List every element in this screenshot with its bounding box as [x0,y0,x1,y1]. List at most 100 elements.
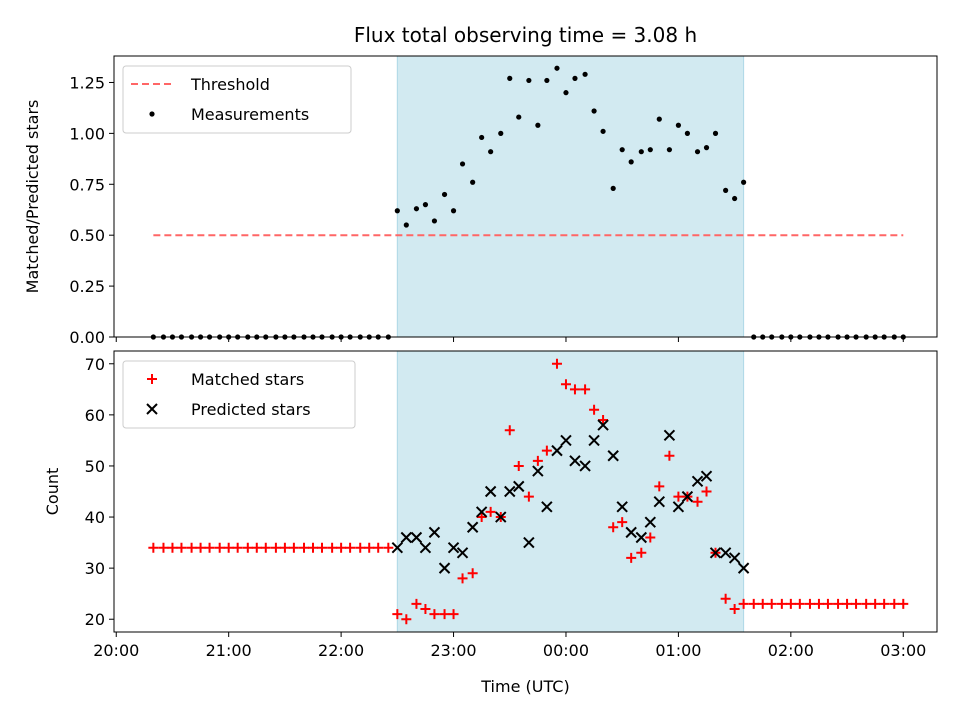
x-tick-label: 21:00 [206,641,252,660]
predicted-star-point [438,562,451,574]
matched-star-point [383,542,394,553]
predicted-star-point [391,541,404,554]
x-tick-label: 02:00 [768,641,814,660]
predicted-star-point [419,541,432,554]
measurement-point [619,147,625,153]
matched-star-point [608,522,619,533]
matched-star-point [720,593,731,604]
measurement-point [507,75,513,81]
measurement-point [628,159,634,165]
matched-star-point [589,404,600,415]
bottom-series-0 [148,358,909,625]
measurement-point [544,77,550,84]
chart-title: Flux total observing time = 3.08 h [354,23,697,47]
x-tick-label: 23:00 [430,641,476,660]
predicted-star-point [719,547,732,559]
measurement-point [582,71,588,77]
bottom-y-axis-label: Count [43,468,62,516]
y-tick-label: 0.75 [69,175,105,194]
matched-star-point [476,512,487,523]
matched-star-point [879,598,890,609]
top-axes-frame [113,55,938,338]
predicted-star-point [691,475,704,487]
measurement-point [675,122,682,128]
y-tick-label: 70 [85,355,105,374]
matched-star-point [504,425,515,436]
top-panel: 0.00 0.25 0.50 0.75 1.00 1.25 Matched/Predicte… [23,23,938,347]
matched-star-point [327,542,338,553]
matched-star-point [766,598,777,609]
measurement-point [732,195,738,202]
predicted-star-point [709,547,722,559]
matched-star-point [195,542,206,553]
measurement-point [403,222,409,228]
predicted-star-point [644,516,657,528]
measurement-point [470,179,476,185]
matched-star-point [392,609,403,620]
matched-star-point [251,542,262,553]
matched-star-point [186,542,197,553]
matched-star-point [794,598,805,609]
matched-star-point [729,604,740,615]
y-tick-label: 60 [85,406,105,425]
legend-box [122,360,356,429]
matched-star-point [336,542,347,553]
legend-label-predicted: Predicted stars [191,400,311,419]
matched-star-point [804,598,815,609]
x-tick-label: 03:00 [880,641,926,660]
top-y-axis-label: Matched/Predicted stars [23,100,42,294]
matched-star-point [299,542,310,553]
predicted-star-point [475,506,488,518]
matched-star-point [541,445,552,456]
measurement-point [498,130,504,136]
predicted-star-point [569,455,581,467]
matched-star-point [636,547,647,558]
matched-star-point [167,542,178,553]
legend-measurement-swatch [149,111,155,117]
predicted-star-point [466,521,479,533]
matched-star-point [355,542,366,553]
matched-star-point [898,598,909,609]
matched-star-point [701,486,712,497]
legend-label-measurements: Measurements [191,105,309,124]
measurement-point [488,149,494,155]
legend-label-matched: Matched stars [191,370,304,389]
predicted-star-point [672,501,685,513]
matched-star-point [889,598,900,609]
measurement-point [723,187,729,193]
y-tick-label: 0.25 [69,277,105,296]
matched-star-point [654,481,665,492]
matched-star-point [598,414,609,425]
measurement-point [741,179,747,185]
matched-star-point [813,598,824,609]
legend-label-threshold: Threshold [190,75,270,94]
predicted-star-point [400,531,413,544]
matched-star-point [738,598,749,609]
matched-star-point [288,542,299,553]
measurement-point [610,185,616,191]
predicted-star-point [551,444,563,457]
measurement-point [526,77,532,84]
matched-star-point [617,517,628,528]
matched-star-point [411,598,422,609]
matched-star-point [439,609,450,620]
predicted-star-point [504,485,516,498]
y-tick-label: 50 [85,457,105,476]
matched-star-point [580,384,591,395]
matched-star-point [626,552,637,563]
bottom-series-1 [391,419,750,574]
x-tick-label: 01:00 [655,641,701,660]
predicted-star-point [532,465,544,477]
y-tick-label: 40 [85,508,105,527]
measurement-point [694,149,701,155]
matched-star-point [861,598,872,609]
predicted-star-point [597,419,609,431]
matched-star-point [842,598,853,609]
measurement-point [422,202,429,208]
measurement-point [459,161,466,167]
measurement-point [666,147,673,153]
matched-star-point [748,598,759,609]
predicted-star-point [541,501,553,513]
measurement-point [479,134,485,141]
